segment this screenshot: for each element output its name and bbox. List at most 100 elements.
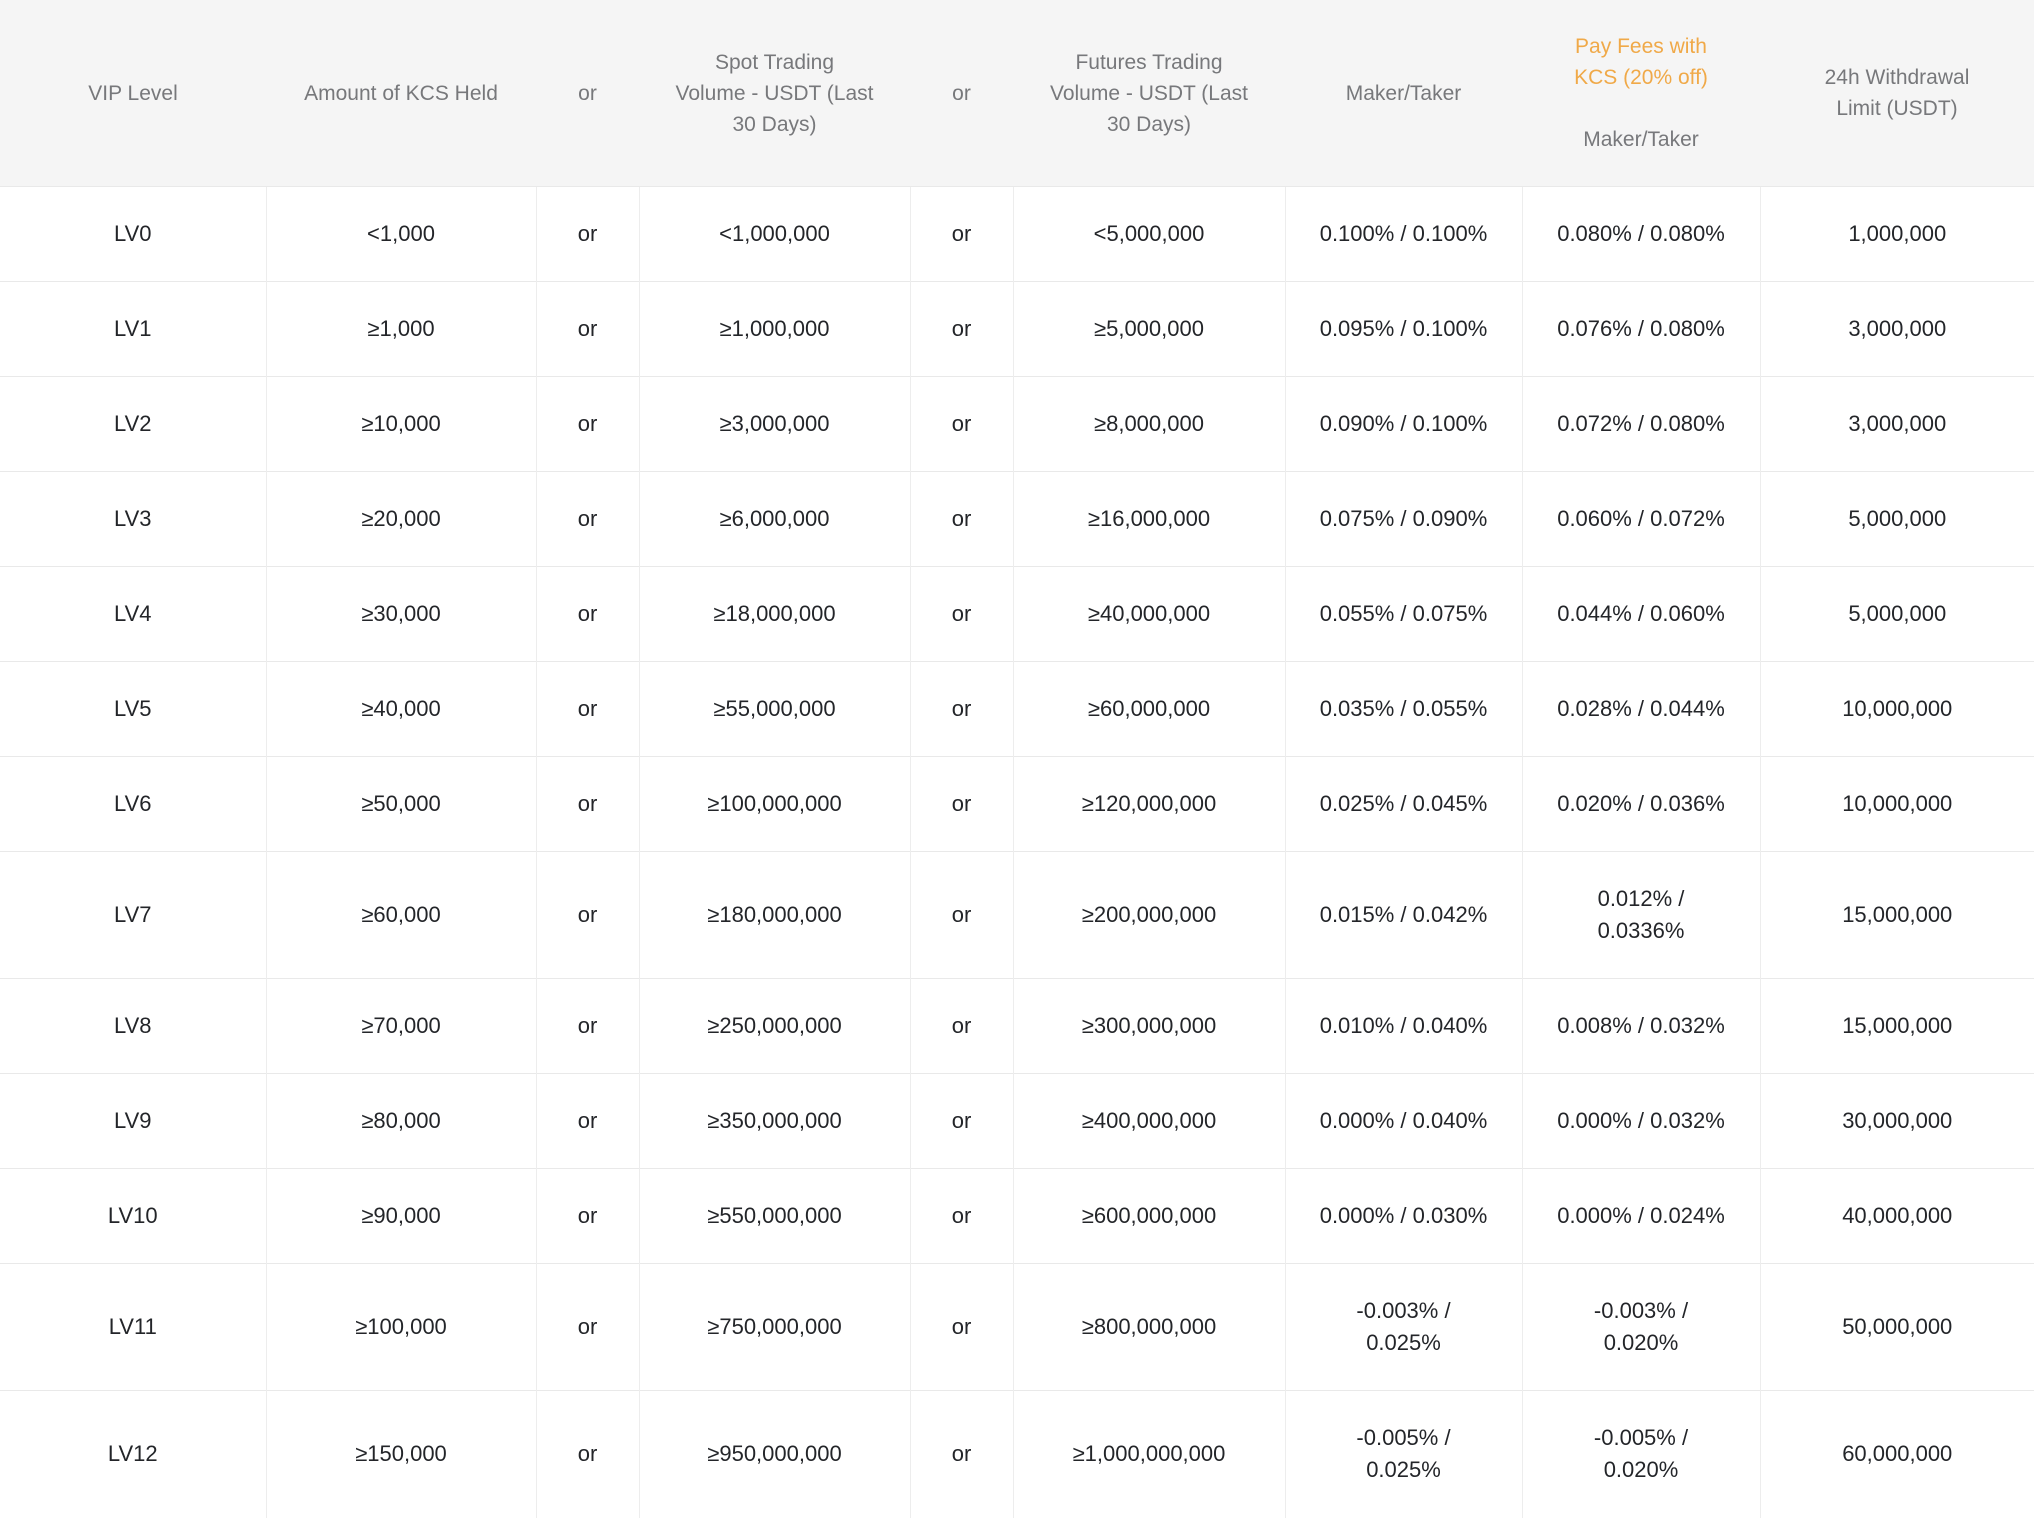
cell-or: or [535,1073,639,1169]
cell-or: or [535,978,639,1074]
table-row: LV0 <1,000 or <1,000,000 or <5,000,000 0… [0,186,2034,282]
cell-futures-volume: ≥8,000,000 [1012,376,1285,472]
cell-kcs-held: ≥50,000 [265,756,536,852]
cell-vip-level: LV8 [0,978,266,1074]
cell-or: or [535,566,639,662]
cell-futures-volume: ≥1,000,000,000 [1012,1390,1285,1518]
cell-withdrawal-limit: 50,000,000 [1759,1263,2034,1391]
cell-or: or [909,1263,1013,1391]
cell-withdrawal-limit: 5,000,000 [1759,471,2034,567]
table-row: LV4 ≥30,000 or ≥18,000,000 or ≥40,000,00… [0,566,2034,662]
cell-kcs-fee: 0.080% / 0.080% [1521,186,1760,282]
col-header-or: or [536,0,639,187]
cell-kcs-fee: 0.012% / 0.0336% [1521,851,1760,979]
cell-withdrawal-limit: 40,000,000 [1759,1168,2034,1264]
cell-futures-volume: ≥600,000,000 [1012,1168,1285,1264]
cell-kcs-held: ≥80,000 [265,1073,536,1169]
cell-kcs-fee: -0.005% / 0.020% [1521,1390,1760,1518]
col-header-vip-level: VIP Level [0,0,266,187]
cell-spot-volume: ≥18,000,000 [638,566,910,662]
cell-or: or [535,1390,639,1518]
kcs-fee-subtitle: Maker/Taker [1583,128,1699,151]
cell-or: or [535,1168,639,1264]
cell-kcs-fee: 0.076% / 0.080% [1521,281,1760,377]
cell-or: or [535,756,639,852]
cell-vip-level: LV3 [0,471,266,567]
cell-kcs-held: ≥1,000 [265,281,536,377]
cell-withdrawal-limit: 1,000,000 [1759,186,2034,282]
cell-kcs-fee: 0.000% / 0.024% [1521,1168,1760,1264]
cell-futures-volume: <5,000,000 [1012,186,1285,282]
kcs-fee-promo-link[interactable]: Pay Fees with KCS (20% off) [1574,35,1708,89]
cell-vip-level: LV12 [0,1390,266,1518]
cell-maker-taker: 0.000% / 0.030% [1284,1168,1522,1264]
cell-maker-taker: 0.035% / 0.055% [1284,661,1522,757]
cell-kcs-held: <1,000 [265,186,536,282]
cell-futures-volume: ≥16,000,000 [1012,471,1285,567]
cell-vip-level: LV11 [0,1263,266,1391]
cell-kcs-fee: 0.000% / 0.032% [1521,1073,1760,1169]
cell-or: or [535,186,639,282]
cell-futures-volume: ≥800,000,000 [1012,1263,1285,1391]
cell-or: or [909,1390,1013,1518]
cell-withdrawal-limit: 30,000,000 [1759,1073,2034,1169]
cell-kcs-held: ≥20,000 [265,471,536,567]
cell-maker-taker: 0.090% / 0.100% [1284,376,1522,472]
cell-spot-volume: ≥950,000,000 [638,1390,910,1518]
cell-vip-level: LV6 [0,756,266,852]
cell-spot-volume: ≥180,000,000 [638,851,910,979]
cell-kcs-held: ≥100,000 [265,1263,536,1391]
table-row: LV5 ≥40,000 or ≥55,000,000 or ≥60,000,00… [0,661,2034,757]
cell-maker-taker: 0.015% / 0.042% [1284,851,1522,979]
cell-or: or [909,1073,1013,1169]
cell-kcs-held: ≥10,000 [265,376,536,472]
cell-kcs-fee: 0.044% / 0.060% [1521,566,1760,662]
table-row: LV1 ≥1,000 or ≥1,000,000 or ≥5,000,000 0… [0,281,2034,377]
cell-kcs-fee: 0.008% / 0.032% [1521,978,1760,1074]
cell-spot-volume: ≥55,000,000 [638,661,910,757]
col-header-maker-taker: Maker/Taker [1285,0,1522,187]
cell-or: or [535,376,639,472]
cell-or: or [909,281,1013,377]
cell-futures-volume: ≥400,000,000 [1012,1073,1285,1169]
cell-spot-volume: ≥550,000,000 [638,1168,910,1264]
cell-maker-taker: -0.005% / 0.025% [1284,1390,1522,1518]
col-header-kcs-held: Amount of KCS Held [266,0,536,187]
cell-withdrawal-limit: 10,000,000 [1759,661,2034,757]
table-row: LV11 ≥100,000 or ≥750,000,000 or ≥800,00… [0,1263,2034,1391]
table-row: LV12 ≥150,000 or ≥950,000,000 or ≥1,000,… [0,1390,2034,1518]
col-header-withdrawal-limit: 24h Withdrawal Limit (USDT) [1760,0,2034,187]
cell-kcs-held: ≥60,000 [265,851,536,979]
cell-vip-level: LV4 [0,566,266,662]
cell-maker-taker: 0.075% / 0.090% [1284,471,1522,567]
cell-futures-volume: ≥60,000,000 [1012,661,1285,757]
cell-spot-volume: ≥3,000,000 [638,376,910,472]
cell-kcs-fee: 0.028% / 0.044% [1521,661,1760,757]
cell-spot-volume: ≥250,000,000 [638,978,910,1074]
cell-withdrawal-limit: 15,000,000 [1759,851,2034,979]
cell-or: or [535,281,639,377]
cell-vip-level: LV9 [0,1073,266,1169]
cell-futures-volume: ≥300,000,000 [1012,978,1285,1074]
cell-maker-taker: -0.003% / 0.025% [1284,1263,1522,1391]
cell-kcs-held: ≥30,000 [265,566,536,662]
cell-or: or [909,376,1013,472]
cell-maker-taker: 0.010% / 0.040% [1284,978,1522,1074]
cell-kcs-fee: 0.020% / 0.036% [1521,756,1760,852]
cell-or: or [909,186,1013,282]
cell-or: or [535,851,639,979]
cell-futures-volume: ≥200,000,000 [1012,851,1285,979]
col-header-futures-volume: Futures Trading Volume - USDT (Last 30 D… [1013,0,1285,187]
cell-vip-level: LV7 [0,851,266,979]
cell-or: or [535,1263,639,1391]
cell-spot-volume: ≥350,000,000 [638,1073,910,1169]
cell-maker-taker: 0.055% / 0.075% [1284,566,1522,662]
table-row: LV3 ≥20,000 or ≥6,000,000 or ≥16,000,000… [0,471,2034,567]
table-row: LV10 ≥90,000 or ≥550,000,000 or ≥600,000… [0,1168,2034,1264]
cell-vip-level: LV2 [0,376,266,472]
cell-or: or [909,978,1013,1074]
cell-kcs-fee: 0.060% / 0.072% [1521,471,1760,567]
cell-or: or [909,471,1013,567]
cell-withdrawal-limit: 3,000,000 [1759,281,2034,377]
